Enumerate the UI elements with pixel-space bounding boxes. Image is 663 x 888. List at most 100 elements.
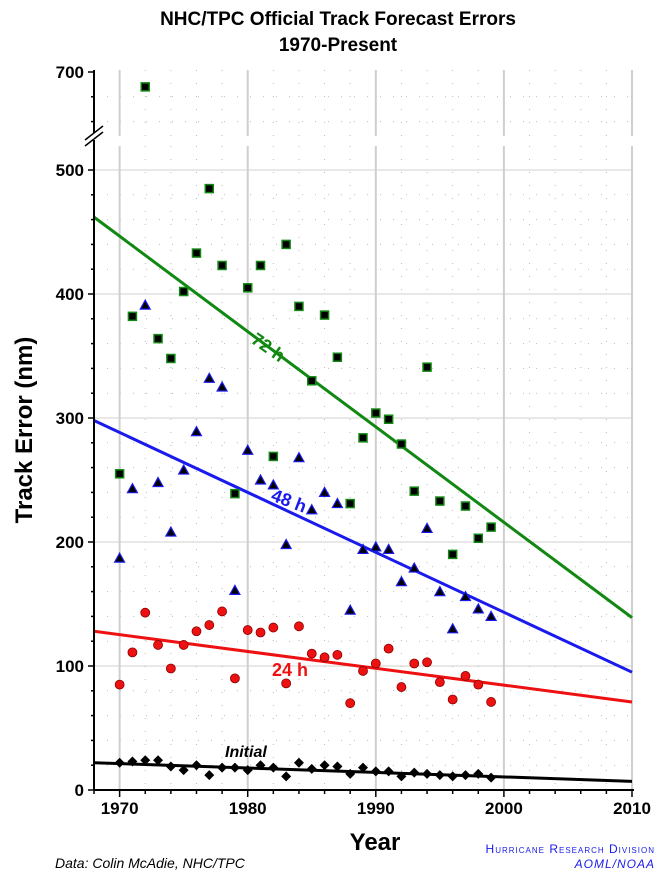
data-point-72h xyxy=(435,496,445,506)
data-point-72h xyxy=(409,486,419,496)
data-point-initial xyxy=(191,760,202,771)
x-tick-label: 2010 xyxy=(613,799,651,818)
data-point-72h xyxy=(242,283,253,293)
axis-break-mark xyxy=(84,131,104,147)
data-point-48h xyxy=(356,543,370,555)
data-point-72h xyxy=(127,311,138,322)
data-point-initial xyxy=(434,770,445,781)
data-point-72h xyxy=(460,501,471,511)
data-point-72h xyxy=(422,362,432,372)
data-point-initial xyxy=(114,757,125,768)
data-point-initial xyxy=(153,755,164,766)
data-point-initial xyxy=(460,770,471,781)
data-point-72h xyxy=(178,286,189,297)
y-tick-label: 0 xyxy=(75,781,84,800)
data-point-24h xyxy=(383,643,394,654)
data-point-24h xyxy=(204,620,215,630)
data-point-48h xyxy=(433,585,446,597)
data-point-initial xyxy=(486,772,497,783)
org-credit-line2: AOML/NOAA xyxy=(574,857,655,871)
y-tick-label: 500 xyxy=(56,161,84,180)
data-point-initial xyxy=(332,761,343,772)
x-tick-label: 1990 xyxy=(357,799,395,818)
data-point-48h xyxy=(139,298,152,310)
grid xyxy=(94,70,633,790)
data-point-initial xyxy=(242,765,253,776)
data-point-48h xyxy=(152,476,165,488)
data-point-72h xyxy=(294,301,304,312)
series-label-initial: Initial xyxy=(225,744,267,761)
y-tick-label: 400 xyxy=(56,285,84,304)
data-point-24h xyxy=(358,666,368,676)
data-point-24h xyxy=(281,678,292,689)
axis-break-mark xyxy=(84,125,104,141)
data-point-48h xyxy=(190,425,203,437)
data-point-initial xyxy=(473,768,484,779)
data-point-72h xyxy=(307,376,317,386)
data-point-24h xyxy=(422,657,432,668)
data-point-72h xyxy=(230,488,240,499)
data-point-72h xyxy=(191,248,202,258)
data-point-72h xyxy=(486,522,496,532)
data-point-24h xyxy=(230,673,240,684)
data-point-48h xyxy=(292,451,305,463)
data-point-48h xyxy=(280,538,293,550)
data-point-48h xyxy=(254,473,267,485)
data-point-24h xyxy=(370,658,381,669)
data-point-24h xyxy=(332,649,343,660)
data-point-24h xyxy=(153,640,163,650)
x-axis-label: Year xyxy=(350,829,401,856)
data-point-48h xyxy=(421,522,434,533)
series-label-24h: 24 h xyxy=(272,660,308,680)
data-point-initial xyxy=(396,771,407,782)
data-point-initial xyxy=(383,766,394,777)
data-point-initial xyxy=(293,757,304,768)
y-axis-label: Track Error (nm) xyxy=(11,337,38,524)
data-point-initial xyxy=(165,761,176,772)
data-point-72h xyxy=(332,352,343,362)
data-point-72h xyxy=(473,533,484,544)
axes: 0 100 200 300 400 500 700 1970 1980 1990 2000 2010 xyxy=(56,63,651,818)
data-point-initial xyxy=(370,766,381,777)
data-point-72h xyxy=(153,333,163,344)
data-point-initial xyxy=(358,762,368,773)
y-tick-label: 200 xyxy=(56,533,84,552)
data-point-72h xyxy=(281,239,291,250)
data-point-72h xyxy=(255,260,266,271)
y-tick-label: 700 xyxy=(56,63,84,82)
data-point-72h xyxy=(371,408,381,418)
data-point-48h xyxy=(228,584,241,595)
data-point-72h xyxy=(358,433,368,443)
data-point-48h xyxy=(395,575,408,587)
data-point-48h xyxy=(472,602,485,614)
data-point-48h xyxy=(305,503,318,515)
data-point-48h xyxy=(408,561,421,573)
x-tick-label: 1970 xyxy=(101,799,139,818)
data-point-72h xyxy=(166,353,176,364)
data-point-initial xyxy=(178,765,189,776)
data-point-24h xyxy=(396,682,407,692)
data-point-72h xyxy=(268,451,279,462)
trend-lines xyxy=(93,215,633,783)
data-point-48h xyxy=(369,540,382,552)
trend-line-72h xyxy=(93,215,633,619)
x-tick-label: 2000 xyxy=(485,799,523,818)
data-point-initial xyxy=(306,763,317,774)
data-point-initial xyxy=(217,762,228,773)
data-point-24h xyxy=(447,694,458,705)
data-point-24h xyxy=(217,606,227,617)
data-point-initial xyxy=(127,756,138,767)
data-point-24h xyxy=(191,626,202,637)
data-point-initial xyxy=(255,760,266,771)
chart-title-line2: 1970-Present xyxy=(279,35,398,56)
data-point-24h xyxy=(178,640,189,650)
chart-title-line1: NHC/TPC Official Track Forecast Errors xyxy=(160,9,516,30)
data-point-24h xyxy=(242,625,253,635)
y-tick-label: 100 xyxy=(56,657,84,676)
data-point-initial xyxy=(345,768,356,779)
data-point-48h xyxy=(331,497,344,509)
data-point-72h xyxy=(140,82,150,92)
data-point-72h xyxy=(383,414,394,424)
data-point-72h xyxy=(447,549,458,560)
